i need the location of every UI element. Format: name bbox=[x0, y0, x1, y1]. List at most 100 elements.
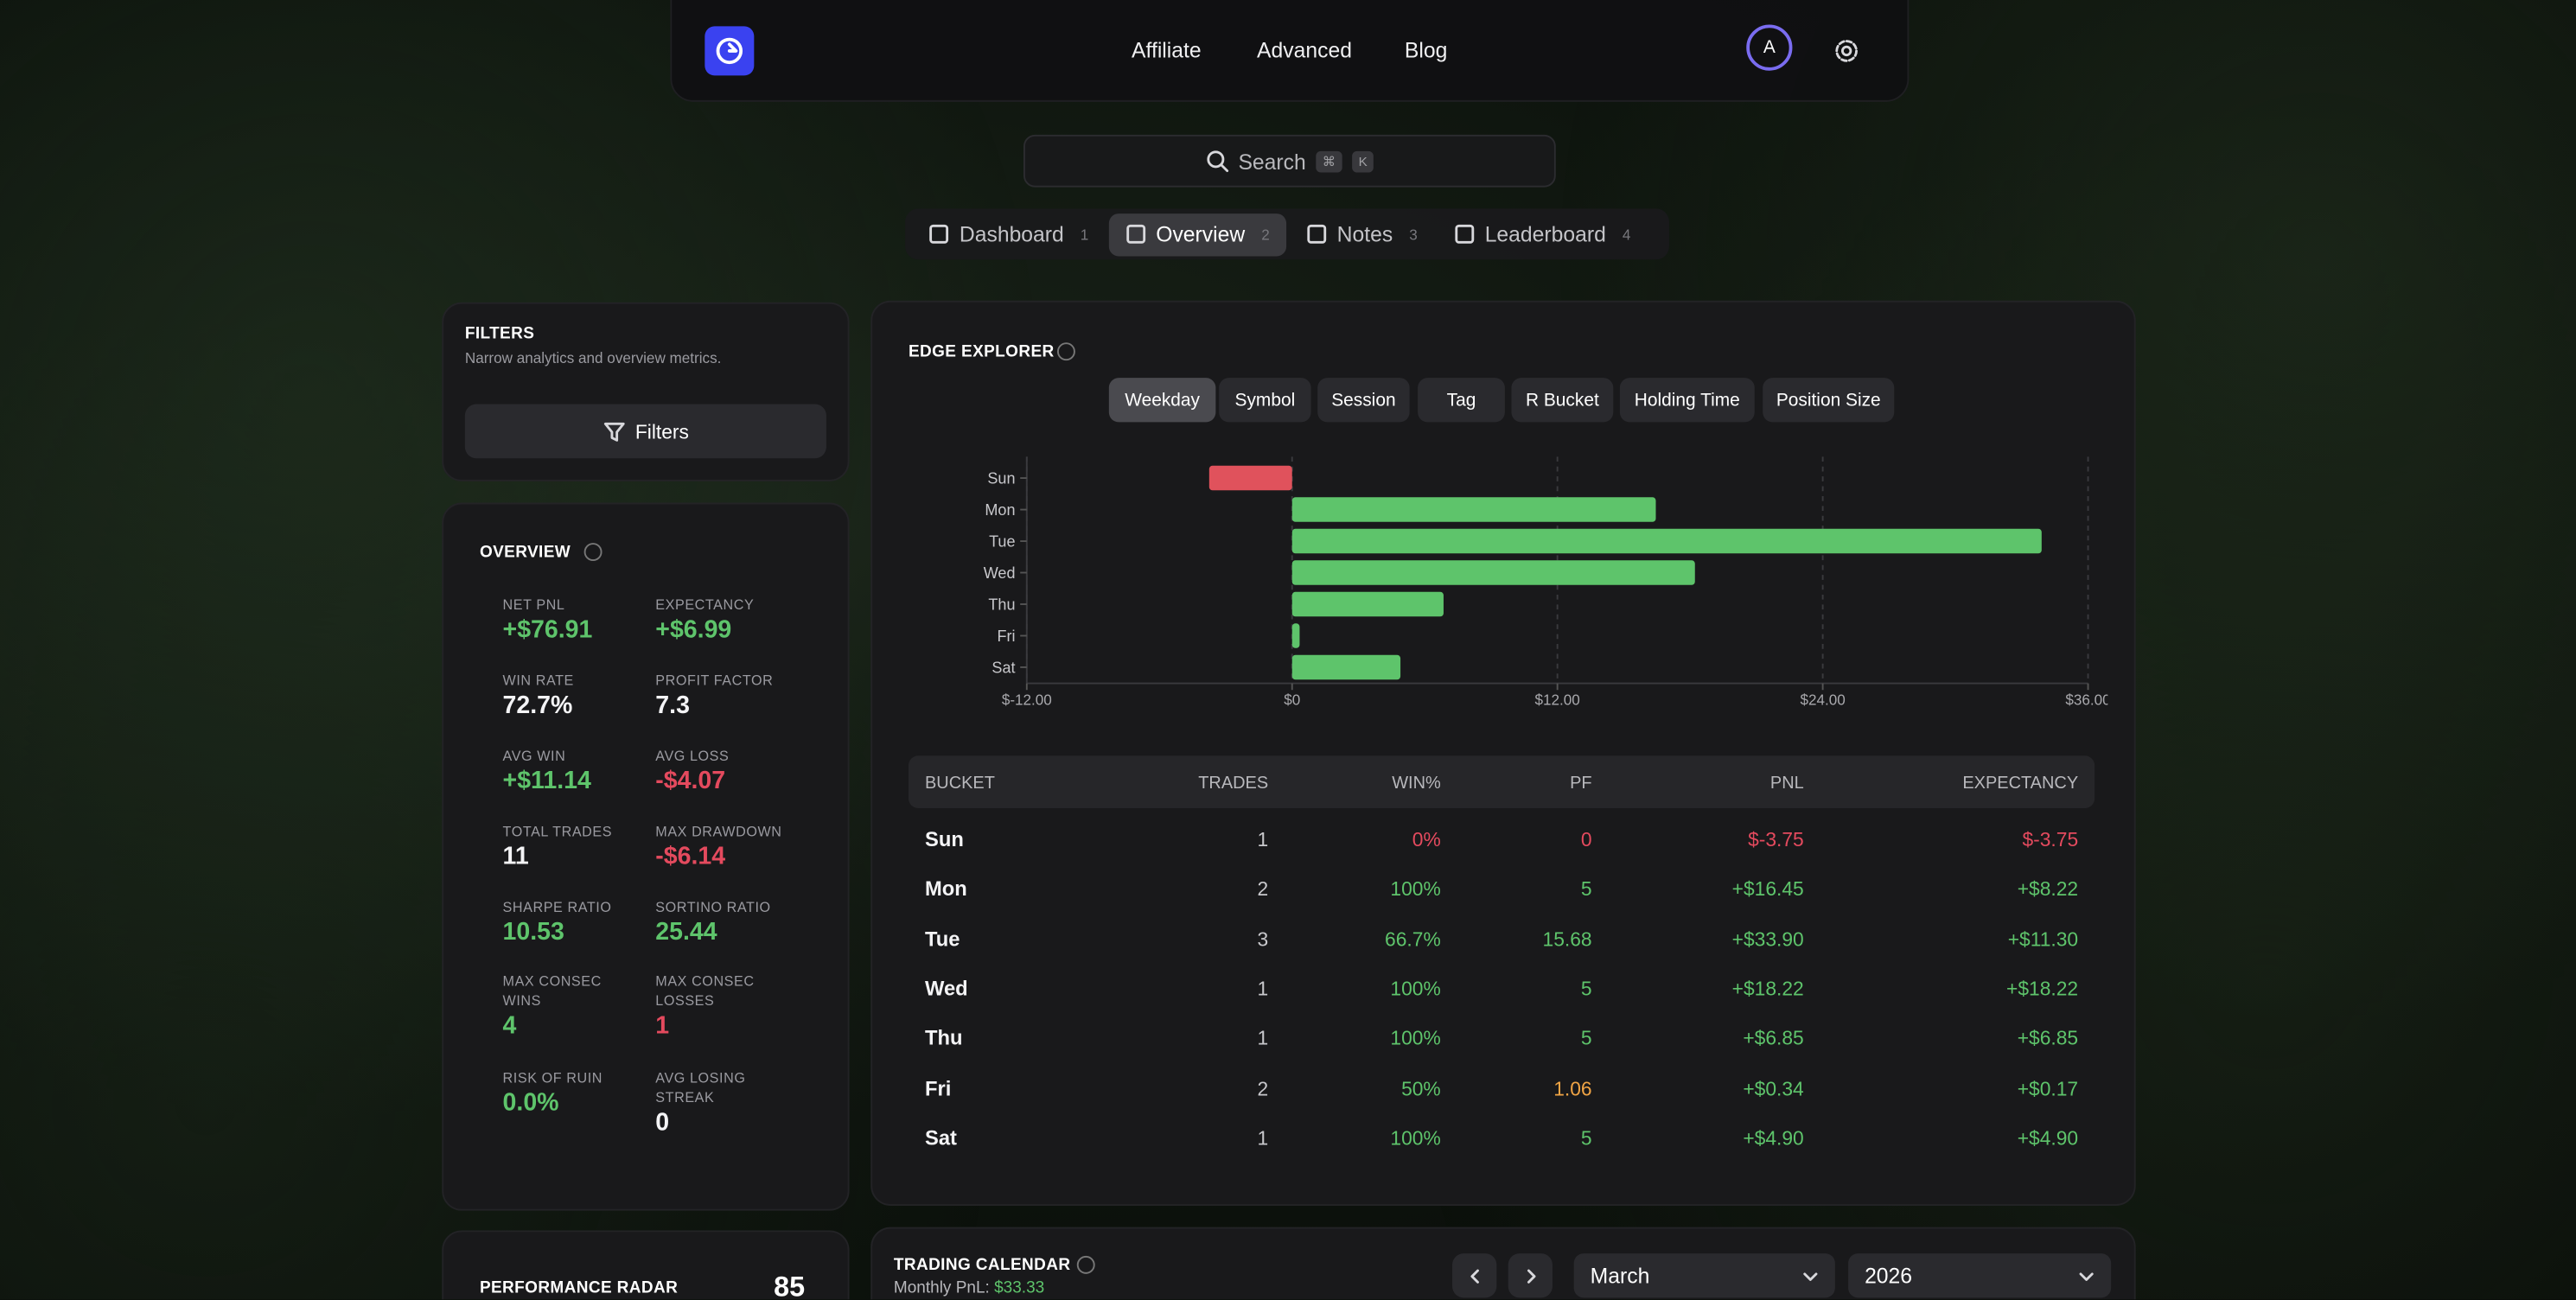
tab-label: Notes bbox=[1336, 221, 1393, 247]
table-cell: 100% bbox=[1390, 1126, 1441, 1150]
table-cell: Mon bbox=[924, 877, 967, 902]
bar bbox=[1208, 465, 1292, 491]
table-cell: 100% bbox=[1390, 1027, 1441, 1050]
grouping-chip[interactable]: Holding Time bbox=[1619, 378, 1755, 423]
table-cell: Wed bbox=[924, 977, 968, 1001]
y-tick-label: Mon bbox=[985, 501, 1015, 519]
table-cell: 5 bbox=[1580, 977, 1592, 1001]
column-header: WIN% bbox=[1392, 774, 1441, 793]
tab[interactable]: Dashboard 1 bbox=[912, 213, 1106, 255]
metric: SHARPE RATIO 10.53 bbox=[503, 897, 638, 946]
overview-card: OVERVIEW NET PNL +$76.91 EXPECTANCY +$6.99 W… bbox=[442, 502, 850, 1211]
card-title: TRADING CALENDAR bbox=[893, 1256, 1071, 1275]
grouping-chip[interactable]: Session bbox=[1317, 378, 1410, 423]
month-select[interactable]: March bbox=[1573, 1253, 1835, 1298]
nav-link[interactable]: Blog bbox=[1404, 37, 1448, 63]
metric-value: +$6.99 bbox=[655, 615, 732, 644]
tab[interactable]: Overview 2 bbox=[1108, 213, 1286, 256]
table-cell: 66.7% bbox=[1385, 927, 1441, 951]
table-cell: 1 bbox=[1257, 1027, 1269, 1050]
settings-icon[interactable] bbox=[1832, 36, 1861, 66]
year: 2026 bbox=[1865, 1263, 1913, 1288]
table-cell: +$18.22 bbox=[1731, 977, 1804, 1001]
search-box[interactable]: Search ⌘ K bbox=[1023, 134, 1556, 188]
grouping-chip[interactable]: Symbol bbox=[1219, 378, 1311, 423]
table-cell: +$33.90 bbox=[1731, 927, 1804, 951]
avatar[interactable]: A bbox=[1746, 24, 1793, 71]
tab-icon bbox=[1125, 224, 1145, 244]
x-tick-label: $12.00 bbox=[1535, 691, 1580, 708]
metric-value: +$76.91 bbox=[502, 615, 593, 644]
year-select[interactable]: 2026 bbox=[1848, 1253, 2112, 1298]
grouping-chip[interactable]: Position Size bbox=[1763, 378, 1895, 423]
metric: PROFIT FACTOR 7.3 bbox=[655, 670, 790, 719]
table-cell: +$0.34 bbox=[1743, 1076, 1804, 1100]
grouping-chip[interactable]: Weekday bbox=[1108, 378, 1216, 423]
table-cell: 1 bbox=[1257, 1126, 1269, 1150]
radar-card: PERFORMANCE RADAR 85 bbox=[442, 1230, 850, 1300]
table-cell: +$0.17 bbox=[2017, 1076, 2079, 1100]
logo[interactable] bbox=[705, 26, 755, 76]
bar bbox=[1291, 654, 1401, 680]
metric-value: 4 bbox=[502, 1011, 517, 1041]
tab-label: Leaderboard bbox=[1484, 221, 1606, 247]
table-cell: Sun bbox=[924, 827, 964, 851]
table-cell: 1 bbox=[1257, 827, 1269, 851]
card-title: PERFORMANCE RADAR bbox=[479, 1279, 679, 1298]
metric-value: 0.0% bbox=[502, 1089, 559, 1118]
search-icon bbox=[1206, 150, 1228, 173]
tab[interactable]: Leaderboard 4 bbox=[1438, 213, 1648, 255]
table-cell: Tue bbox=[924, 927, 960, 951]
tab-key: 1 bbox=[1080, 226, 1089, 243]
tab-label: Overview bbox=[1156, 221, 1246, 247]
filters-button[interactable]: Filters bbox=[464, 404, 826, 459]
metric: MAX DRAWDOWN -$6.14 bbox=[655, 821, 790, 870]
column-header: EXPECTANCY bbox=[1962, 774, 2079, 793]
tab-key: 2 bbox=[1261, 226, 1270, 243]
table-header bbox=[908, 755, 2095, 809]
x-tick-label: $-12.00 bbox=[1002, 691, 1052, 708]
metric-label: NET PNL bbox=[502, 596, 565, 613]
month: March bbox=[1590, 1263, 1650, 1288]
metric-label: EXPECTANCY bbox=[655, 596, 755, 613]
filter-icon bbox=[603, 421, 625, 441]
help-icon[interactable] bbox=[1056, 341, 1076, 361]
table-cell: 0 bbox=[1580, 827, 1592, 851]
help-icon[interactable] bbox=[583, 542, 603, 562]
table-cell: Sat bbox=[924, 1126, 957, 1150]
help-icon[interactable] bbox=[1076, 1255, 1096, 1275]
table-cell: +$6.85 bbox=[1743, 1027, 1804, 1050]
prev-month[interactable] bbox=[1452, 1253, 1497, 1298]
next-month[interactable] bbox=[1508, 1253, 1553, 1298]
nav-link[interactable]: Advanced bbox=[1257, 37, 1352, 63]
metric-label: SHARPE RATIO bbox=[502, 898, 612, 915]
metric-value: 10.53 bbox=[502, 918, 564, 946]
metric-value: -$6.14 bbox=[655, 842, 726, 871]
x-tick-label: $0 bbox=[1284, 691, 1300, 708]
table-cell: 2 bbox=[1257, 1076, 1269, 1100]
tab-key: 3 bbox=[1409, 226, 1418, 243]
table-cell: +$8.22 bbox=[2017, 877, 2079, 902]
y-tick-label: Sun bbox=[987, 470, 1015, 488]
grouping-chip[interactable]: R Bucket bbox=[1511, 378, 1614, 423]
metric-label: PROFIT FACTOR bbox=[655, 672, 774, 689]
chevron-right bbox=[1527, 1268, 1535, 1283]
metric: MAX CONSEC LOSSES 1 bbox=[655, 971, 790, 1040]
grouping-chip[interactable]: Tag bbox=[1418, 378, 1505, 423]
column-header: PNL bbox=[1769, 774, 1804, 793]
metric: AVG WIN +$11.14 bbox=[503, 746, 638, 795]
table-cell: 100% bbox=[1390, 977, 1441, 1001]
table-cell: 1.06 bbox=[1553, 1076, 1592, 1100]
table-cell: +$6.85 bbox=[2017, 1027, 2079, 1050]
tab-key: 4 bbox=[1622, 226, 1631, 243]
table-cell: +$4.90 bbox=[1743, 1126, 1804, 1150]
monthly-pnl: Monthly PnL: $33.33 bbox=[894, 1279, 1044, 1297]
nav-link[interactable]: Affiliate bbox=[1132, 37, 1202, 63]
tab-bar: Dashboard 1 Overview 2 Notes 3 Leaderboard 4 bbox=[905, 208, 1669, 260]
table-cell: +$16.45 bbox=[1731, 877, 1804, 902]
metric-label: AVG LOSS bbox=[655, 747, 730, 764]
tab[interactable]: Notes 3 bbox=[1290, 213, 1434, 255]
bar bbox=[1291, 528, 2042, 554]
